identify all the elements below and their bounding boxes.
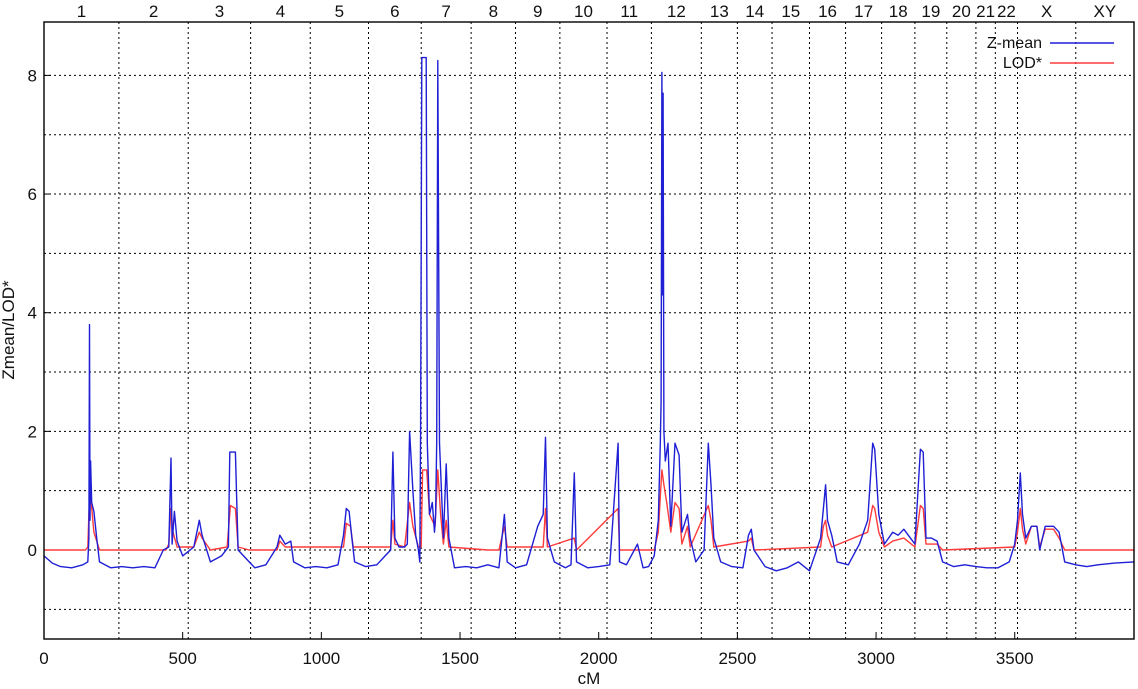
chromosome-label: 21 [976, 2, 995, 21]
series-line-zmean [43, 56, 1135, 572]
legend-label-lod: LOD* [1003, 55, 1042, 72]
x-tick-label: 1000 [302, 649, 340, 668]
chromosome-label: 1 [77, 2, 86, 21]
y-tick-labels: 0 2 4 6 8 [28, 66, 51, 560]
chromosome-label: 6 [390, 2, 399, 21]
chromosome-label: 15 [781, 2, 800, 21]
series-lines [43, 56, 1135, 572]
x-tick-label: 3500 [996, 649, 1034, 668]
x-tick-label: 2000 [580, 649, 618, 668]
chromosome-label: 5 [335, 2, 344, 21]
chromosome-label: 10 [574, 2, 593, 21]
chromosome-label: 9 [533, 2, 542, 21]
y-tick-label: 8 [28, 66, 37, 85]
chromosome-label: 12 [667, 2, 686, 21]
chromosome-label: 13 [710, 2, 729, 21]
chromosome-label: 4 [276, 2, 285, 21]
chromosome-label: 14 [745, 2, 764, 21]
chromosome-label: 3 [215, 2, 224, 21]
chromosome-label: 20 [952, 2, 971, 21]
chromosome-label: 16 [818, 2, 837, 21]
plot-frame [43, 21, 1135, 640]
chromosome-label: XY [1094, 2, 1117, 21]
y-tick-label: 6 [28, 185, 37, 204]
x-tick-label: 3000 [857, 649, 895, 668]
chromosome-label: 11 [620, 2, 638, 21]
grid-lines [44, 74, 1134, 610]
x-tick-labels: 0 500 1000 1500 2000 2500 3000 3500 [39, 632, 1034, 668]
y-tick-label: 2 [28, 422, 37, 441]
x-tick-label: 2500 [718, 649, 756, 668]
legend-label-zmean: Z-mean [987, 35, 1042, 52]
chromosome-label: X [1041, 2, 1052, 21]
chromosome-label: 2 [149, 2, 158, 21]
y-tick-label: 0 [28, 541, 37, 560]
x-tick-label: 500 [168, 649, 196, 668]
legend: Z-mean LOD* [987, 35, 1114, 72]
chromosome-label: 17 [854, 2, 873, 21]
chromosome-label: 8 [489, 2, 498, 21]
chromosome-label: 22 [997, 2, 1016, 21]
y-axis-title: Zmean/LOD* [0, 280, 18, 380]
chromosome-label: 19 [921, 2, 940, 21]
x-axis-title: cM [578, 669, 601, 688]
y-tick-label: 4 [28, 304, 37, 323]
x-tick-label: 0 [39, 649, 48, 668]
chromosome-label: 7 [441, 2, 450, 21]
chromosome-labels: 1 2 3 4 5 6 7 8 9 10 11 12 13 14 15 16 17 18 19 20 21 22 X XY [77, 2, 1117, 21]
chromosome-label: 18 [889, 2, 908, 21]
x-tick-label: 1500 [441, 649, 479, 668]
